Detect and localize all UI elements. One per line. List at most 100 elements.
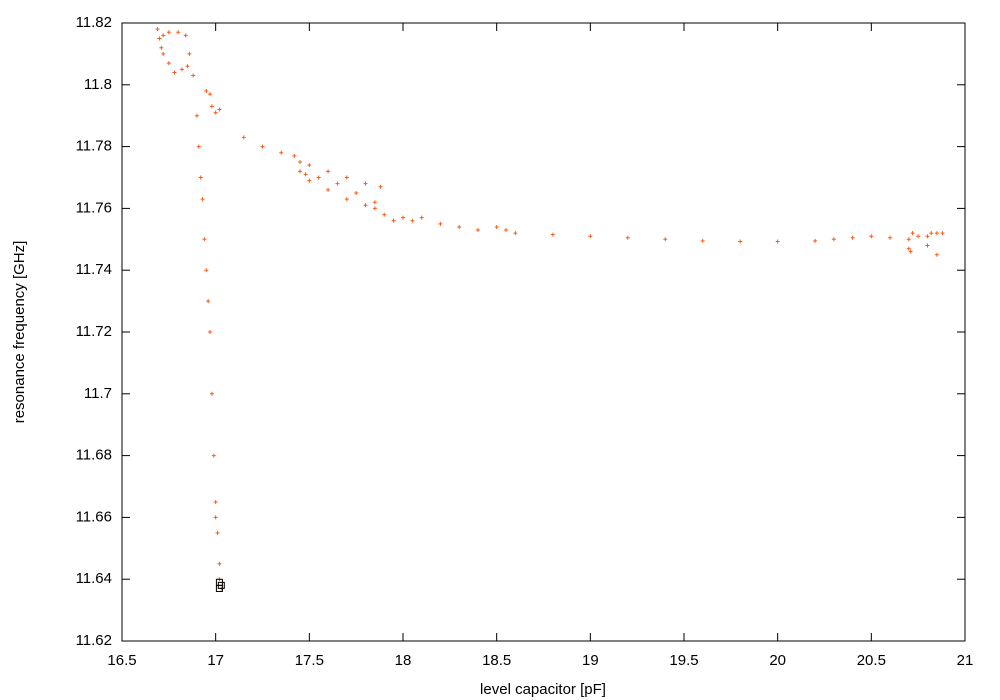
data-point: [166, 61, 171, 66]
x-tick-label: 18.5: [482, 652, 511, 669]
data-point: [208, 330, 213, 334]
data-point: [211, 453, 216, 458]
data-point: [213, 515, 218, 520]
data-point: [279, 150, 284, 155]
data-point: [316, 175, 321, 180]
x-tick-label: 16.5: [107, 652, 136, 669]
data-point: [161, 51, 166, 56]
data-point: [494, 224, 499, 229]
data-point: [588, 234, 593, 239]
data-point: [202, 237, 207, 242]
y-tick-label: 11.78: [76, 138, 112, 155]
data-point: [326, 187, 331, 192]
y-tick-label: 11.74: [76, 261, 112, 278]
data-point: [908, 249, 913, 254]
data-point: [925, 234, 930, 239]
y-tick-label: 11.76: [76, 199, 112, 216]
data-point: [172, 70, 177, 75]
data-point: [813, 238, 818, 243]
y-tick-label: 11.68: [76, 447, 112, 464]
data-point: [200, 197, 205, 202]
data-point: [344, 175, 349, 180]
data-point: [910, 231, 915, 236]
data-point: [215, 530, 220, 535]
x-axis-label: level capacitor [pF]: [480, 681, 606, 698]
data-point: [196, 144, 201, 149]
data-point: [303, 172, 308, 177]
data-point: [209, 104, 214, 109]
data-point: [307, 163, 312, 168]
data-point: [209, 391, 214, 396]
data-point: [217, 561, 222, 566]
data-point: [906, 237, 911, 242]
data-point: [401, 215, 405, 220]
data-point: [292, 153, 297, 158]
data-point: [504, 228, 509, 233]
x-tick-label: 17: [207, 652, 224, 669]
data-point: [438, 221, 443, 226]
data-point: [215, 584, 223, 592]
data-point: [354, 190, 359, 195]
data-point: [179, 67, 184, 72]
data-point: [391, 218, 396, 223]
data-point: [625, 235, 630, 240]
y-axis-label: resonance frequency [GHz]: [11, 241, 28, 424]
data-point: [916, 234, 921, 239]
y-tick-label: 11.62: [76, 632, 112, 649]
data-point: [208, 92, 213, 97]
x-tick-label: 19: [582, 652, 599, 669]
data-point: [775, 239, 780, 244]
data-point: [297, 160, 302, 165]
x-tick-label: 18: [395, 652, 412, 669]
data-point: [850, 235, 855, 240]
y-tick-label: 11.82: [76, 14, 112, 31]
y-tick-label: 11.8: [84, 76, 112, 93]
data-point: [206, 299, 211, 304]
data-point: [906, 246, 911, 251]
data-point: [159, 45, 164, 50]
data-point: [738, 239, 743, 244]
data-point: [378, 184, 383, 189]
x-tick-label: 21: [957, 652, 974, 669]
data-point: [457, 224, 462, 229]
data-point: [194, 113, 199, 118]
data-point: [888, 235, 893, 240]
data-point: [869, 234, 874, 239]
data-point: [161, 33, 166, 38]
data-point: [934, 231, 939, 236]
data-point: [663, 237, 668, 242]
data-point: [191, 73, 196, 78]
x-tick-label: 20: [769, 652, 786, 669]
data-point: [831, 237, 836, 242]
data-point: [213, 499, 218, 504]
data-point: [176, 30, 181, 35]
data-point: [940, 231, 945, 236]
x-tick-label: 19.5: [669, 652, 698, 669]
data-point: [241, 135, 246, 140]
data-point: [198, 175, 203, 180]
data-point: [419, 215, 424, 220]
y-tick-label: 11.7: [84, 385, 112, 402]
x-tick-label: 20.5: [857, 652, 886, 669]
data-point: [344, 197, 349, 202]
data-point: [297, 169, 302, 174]
data-point: [204, 88, 209, 93]
data-point: [475, 228, 480, 233]
data-point: [934, 252, 939, 257]
data-point: [410, 218, 415, 223]
data-point: [185, 64, 190, 69]
y-tick-label: 11.64: [76, 570, 112, 587]
plot-frame: [121, 22, 966, 642]
data-point: [166, 30, 171, 35]
data-point: [155, 27, 160, 32]
data-point: [372, 200, 377, 205]
data-point: [372, 206, 377, 211]
data-point: [550, 232, 555, 237]
data-point: [157, 36, 162, 41]
data-point: [187, 51, 192, 56]
y-tick-label: 11.66: [76, 508, 112, 525]
data-point: [382, 212, 387, 217]
data-point: [335, 181, 340, 186]
data-point: [363, 181, 368, 186]
